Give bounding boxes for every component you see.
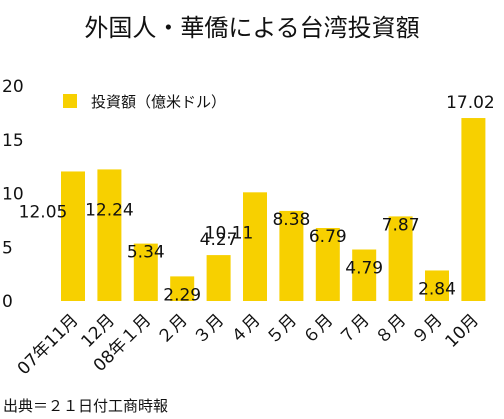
bar [61, 171, 85, 301]
bar [315, 228, 340, 301]
x-tick-label: ８月 [372, 310, 410, 348]
legend: 投資額（億米ドル） [63, 93, 226, 111]
x-tick-label: ７月 [336, 310, 374, 348]
bar [352, 249, 377, 301]
data-label: 4.27 [200, 230, 238, 250]
chart-title: 外国人・華僑による台湾投資額 [84, 14, 419, 42]
data-label: 12.24 [85, 200, 134, 220]
data-label: 5.34 [127, 243, 165, 263]
y-tick-label: 0 [2, 292, 13, 312]
legend-swatch [63, 94, 77, 108]
bar [97, 169, 122, 301]
y-axis: 0 5 10 15 20 [2, 77, 24, 312]
y-tick-label: 15 [2, 131, 24, 151]
bar [425, 270, 449, 301]
x-tick-label: 07年11月 [14, 310, 83, 379]
data-label: 2.84 [418, 279, 456, 299]
data-label: 10.11 [205, 223, 254, 243]
legend-label: 投資額（億米ドル） [91, 93, 226, 111]
data-label: 12.05 [19, 202, 68, 222]
bar [170, 276, 195, 301]
bar [461, 118, 486, 301]
x-tick-label: ５月 [263, 310, 301, 348]
x-tick-label: ２月 [154, 310, 192, 348]
source-note: 出典＝２１日付工商時報 [3, 397, 168, 415]
data-label: 17.02 [446, 93, 495, 113]
data-label: 2.29 [163, 285, 201, 305]
y-tick-label: 5 [2, 238, 13, 258]
x-tick-label: ６月 [299, 310, 337, 348]
x-tick-label: ９月 [408, 310, 446, 348]
bar [388, 216, 413, 301]
data-label: 7.87 [382, 215, 420, 235]
x-tick-label: 10月 [441, 310, 482, 351]
bar [206, 255, 231, 301]
x-tick-label: ４月 [226, 310, 264, 348]
y-tick-label: 10 [2, 185, 24, 205]
y-tick-label: 20 [2, 77, 24, 97]
data-label: 4.79 [345, 259, 383, 279]
bar [133, 243, 158, 301]
data-label: 6.79 [309, 227, 347, 247]
x-tick-label: ３月 [190, 310, 228, 348]
bars [61, 118, 486, 301]
data-label: 8.38 [272, 210, 310, 230]
bar [243, 192, 267, 301]
bar [279, 210, 304, 301]
